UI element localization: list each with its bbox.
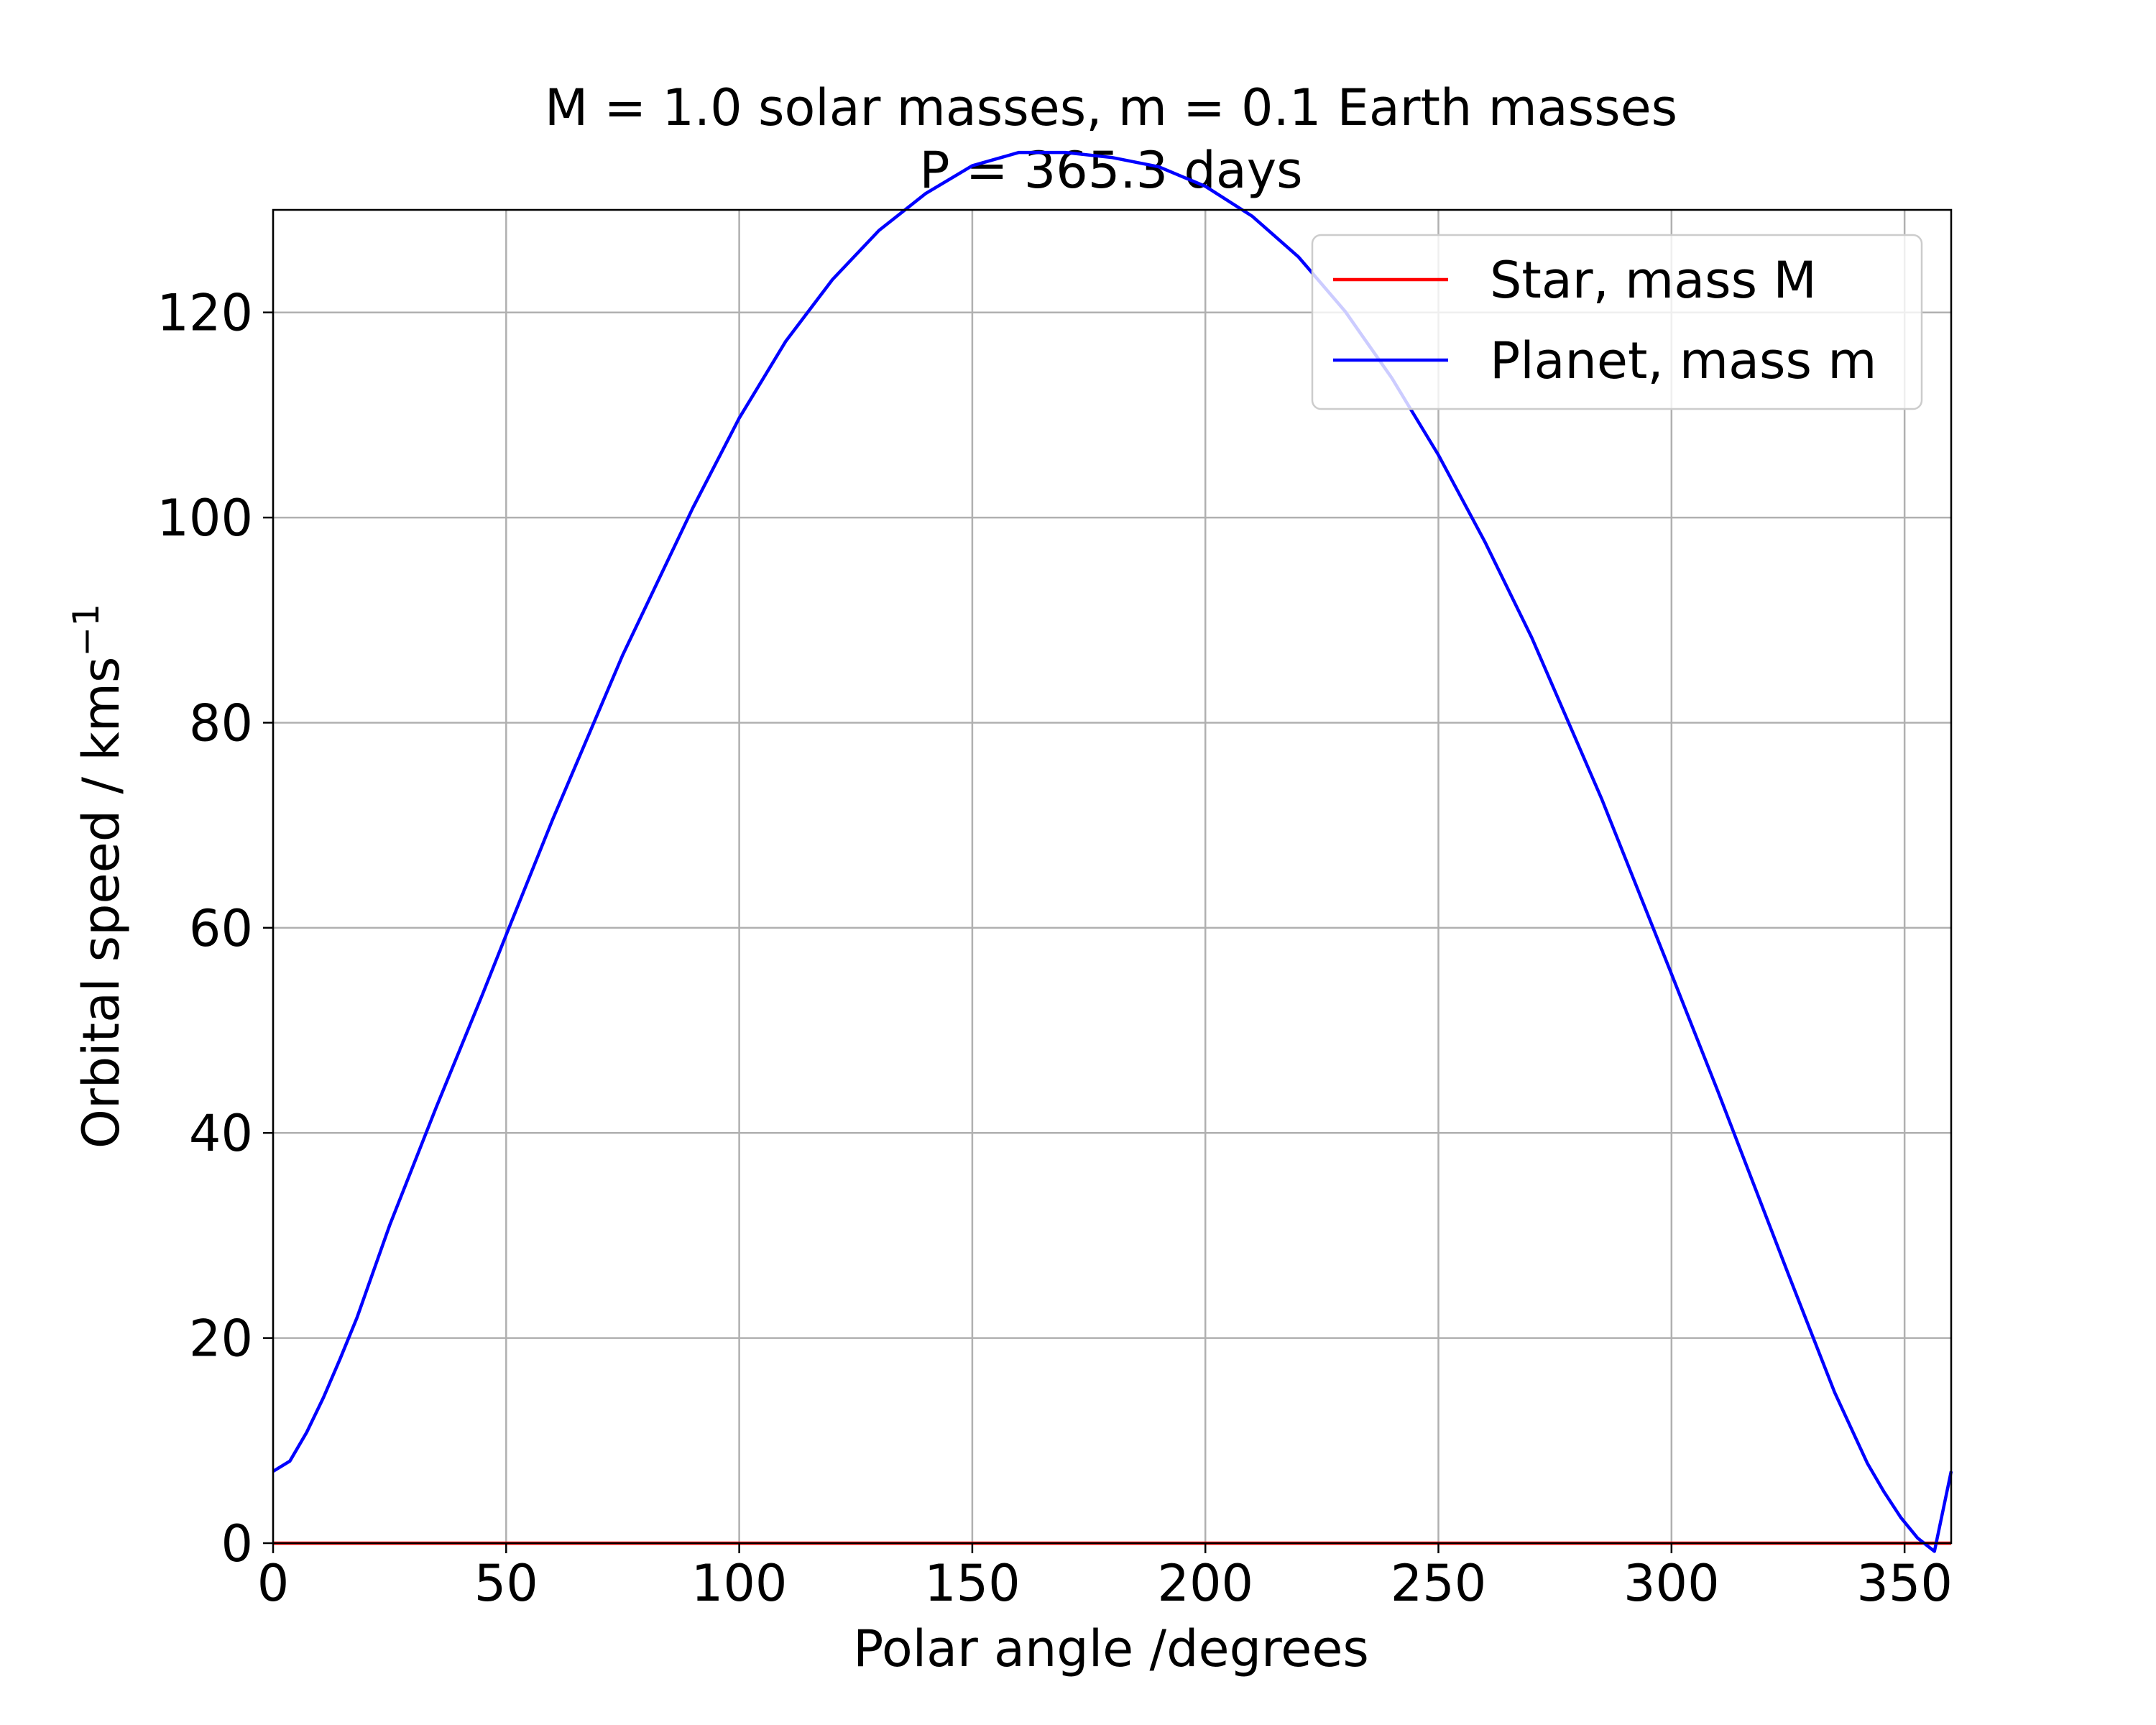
legend-entries: Star, mass M Planet, mass m: [1333, 251, 1876, 390]
series-line-planet: [272, 150, 1953, 1553]
plot-frame: [272, 208, 1953, 1545]
x-tick-label: 0: [257, 1554, 290, 1613]
legend-box: [1311, 234, 1923, 410]
x-tick-label: 250: [1391, 1554, 1487, 1613]
y-axis-label: Orbital speed / kms−1: [65, 604, 131, 1149]
x-tick-label: 150: [924, 1554, 1021, 1613]
y-tick-label: 60: [189, 899, 253, 958]
legend: Star, mass M Planet, mass m: [1311, 234, 1923, 410]
y-tick-label: 80: [189, 694, 253, 753]
legend-label: Star, mass M: [1490, 251, 1817, 310]
y-axis-label-text: Orbital speed / kms: [72, 657, 131, 1149]
x-tick-label: 300: [1623, 1554, 1720, 1613]
axis-ticks: 0 50 100 150 200 250 300 350 0 20 40 60 80 100 120: [157, 284, 1953, 1613]
x-tick-label: 100: [691, 1554, 788, 1613]
y-tick-label: 20: [189, 1310, 253, 1368]
x-tick-label: 200: [1157, 1554, 1253, 1613]
chart-subtitle: P = 365.3 days: [919, 141, 1302, 200]
legend-label: Planet, mass m: [1490, 331, 1876, 390]
y-axis-label-group: Orbital speed / kms−1: [65, 604, 131, 1149]
y-axis-label-superscript: −1: [65, 604, 107, 657]
y-tick-label: 120: [157, 284, 253, 343]
x-tick-label: 350: [1856, 1554, 1953, 1613]
x-axis-label: Polar angle /degrees: [853, 1619, 1369, 1678]
y-tick-label: 40: [189, 1104, 253, 1163]
chart-title: M = 1.0 solar masses, m = 0.1 Earth mass…: [545, 78, 1677, 137]
y-tick-label: 0: [221, 1514, 253, 1573]
x-tick-label: 50: [474, 1554, 538, 1613]
y-tick-label: 100: [157, 489, 253, 548]
